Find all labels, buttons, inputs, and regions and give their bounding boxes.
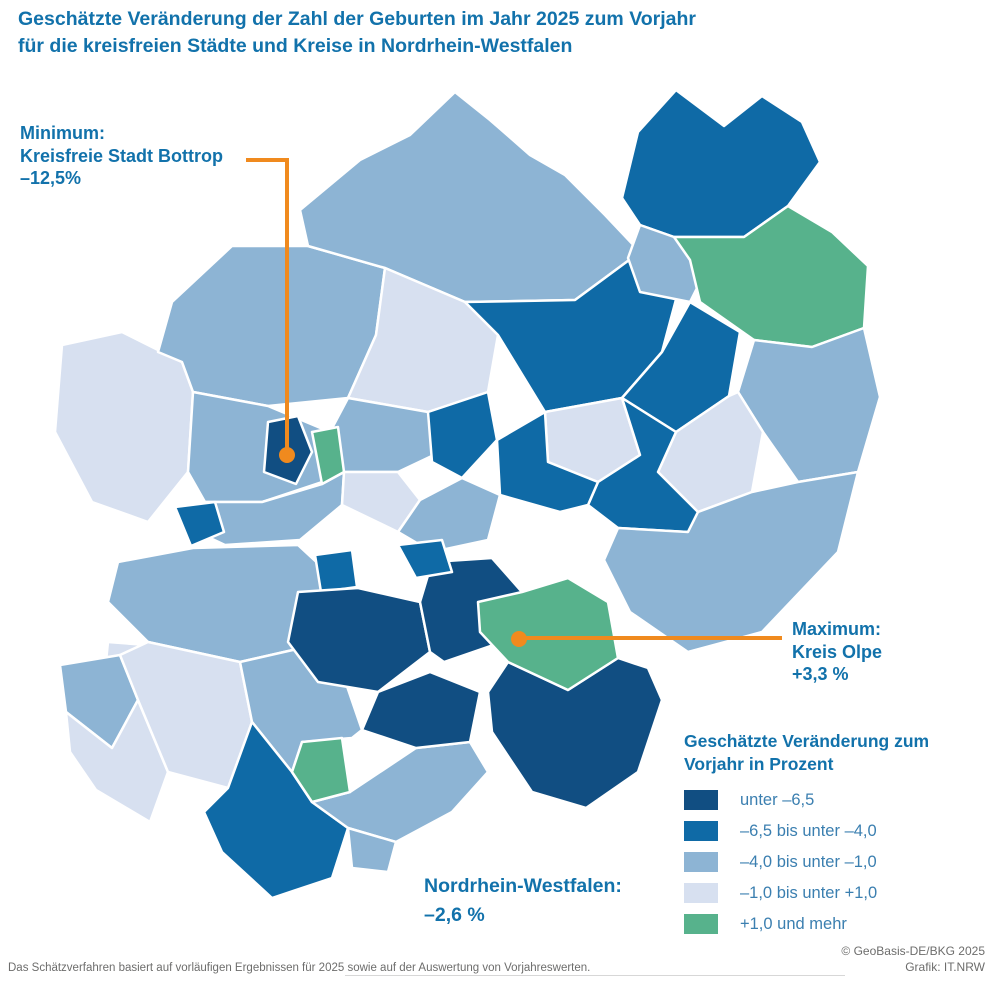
map-region-oberbergischer <box>360 670 482 750</box>
legend-swatch-paleblue <box>684 883 718 903</box>
legend-label: +1,0 und mehr <box>740 914 847 933</box>
map-region-unna <box>495 410 600 514</box>
legend-title: Geschätzte Veränderung zum Vorjahr in Pr… <box>684 730 994 776</box>
map-region-wuppertal-mettmann <box>286 586 432 694</box>
legend-label: unter –6,5 <box>740 790 815 809</box>
legend-item: +1,0 und mehr <box>684 914 994 934</box>
map-region-muelheim <box>313 548 359 594</box>
map-region-bonn <box>346 826 398 874</box>
minimum-region: Kreisfreie Stadt Bottrop <box>20 145 224 166</box>
credit-geobasis: © GeoBasis-DE/BKG 2025 <box>841 944 985 958</box>
map-region-euskirchen <box>202 720 350 900</box>
map-legend: Geschätzte Veränderung zum Vorjahr in Pr… <box>684 730 994 945</box>
state-total-label: Nordrhein-Westfalen: <box>424 875 622 897</box>
page-title-line1: Geschätzte Veränderung der Zahl der Gebu… <box>18 8 697 30</box>
minimum-annotation: Minimum: Kreisfreie Stadt Bottrop –12,5% <box>20 122 223 190</box>
map-region-soest <box>586 396 700 534</box>
legend-label: –1,0 bis unter +1,0 <box>740 883 878 902</box>
map-region-krefeld <box>173 500 226 548</box>
map-region-aachen-sued <box>64 698 170 824</box>
legend-item: –4,0 bis unter –1,0 <box>684 852 994 872</box>
legend-label: –6,5 bis unter –4,0 <box>740 821 877 840</box>
map-region-borken <box>156 244 387 408</box>
map-region-kleve <box>53 330 195 524</box>
credits: © GeoBasis-DE/BKG 2025 Grafik: IT.NRW <box>841 943 985 975</box>
map-regions-group <box>53 88 882 900</box>
minimum-connector-line <box>246 158 289 452</box>
legend-title-line1: Geschätzte Veränderung zum <box>684 731 930 751</box>
legend-swatch-lightblue <box>684 852 718 872</box>
minimum-label: Minimum: <box>20 123 105 143</box>
map-region-gelsenkirchen <box>310 425 346 486</box>
maximum-value: +3,3 % <box>792 664 849 684</box>
maximum-marker-dot <box>511 631 527 647</box>
map-region-hagen <box>396 538 454 580</box>
legend-swatch-green <box>684 914 718 934</box>
credit-grafik: Grafik: IT.NRW <box>905 960 985 974</box>
annotation-connectors <box>246 158 782 647</box>
legend-item: –1,0 bis unter +1,0 <box>684 883 994 903</box>
footnote: Das Schätzverfahren basiert auf vorläufi… <box>8 962 591 974</box>
state-total-value: –2,6 % <box>424 904 485 926</box>
map-region-dortmund <box>426 390 499 480</box>
legend-item: –6,5 bis unter –4,0 <box>684 821 994 841</box>
map-region-rheinisch-bergischer <box>290 736 352 804</box>
footer-divider <box>345 975 845 976</box>
map-region-ennepe-ruhr <box>396 476 502 554</box>
page-title: Geschätzte Veränderung der Zahl der Gebu… <box>18 6 696 60</box>
map-region-hochsauerland <box>602 470 860 654</box>
legend-item: unter –6,5 <box>684 790 994 810</box>
maximum-annotation: Maximum: Kreis Olpe +3,3 % <box>792 618 882 686</box>
maximum-region: Kreis Olpe <box>792 641 883 662</box>
maximum-label: Maximum: <box>792 619 882 639</box>
map-region-olpe <box>476 576 620 692</box>
legend-label: –4,0 bis unter –1,0 <box>740 852 877 871</box>
minimum-marker-dot <box>279 447 295 463</box>
state-total: Nordrhein-Westfalen: –2,6 % <box>424 872 622 930</box>
legend-title-line2: Vorjahr in Prozent <box>684 754 834 774</box>
legend-swatch-mediumblue <box>684 821 718 841</box>
legend-swatch-darkblue <box>684 790 718 810</box>
minimum-value: –12,5% <box>20 168 82 188</box>
page-title-line2: für die kreisfreien Städte und Kreise in… <box>18 35 573 57</box>
